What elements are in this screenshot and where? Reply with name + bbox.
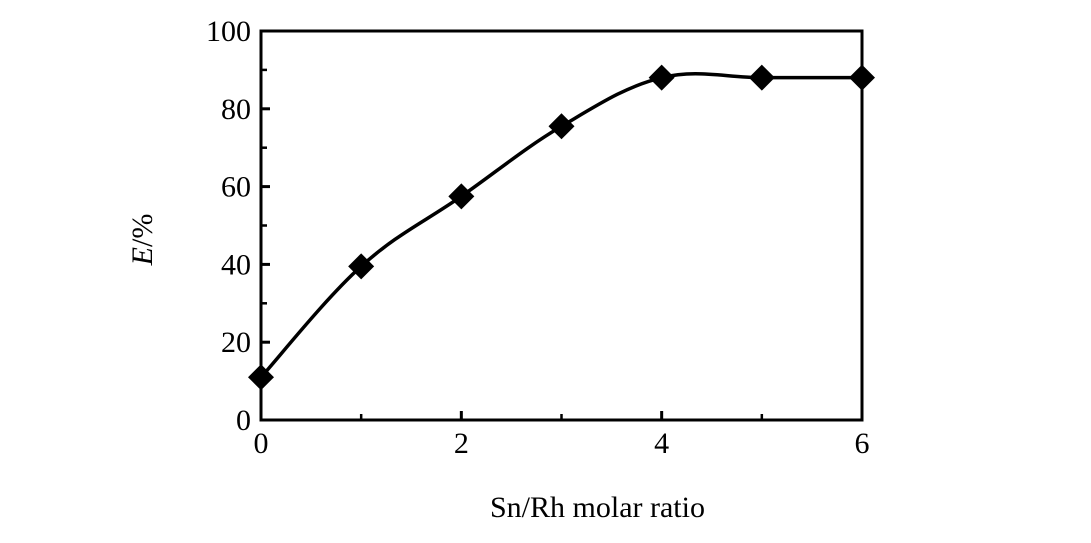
x-axis-label: Sn/Rh molar ratio [490, 491, 705, 524]
data-point-marker [548, 113, 575, 140]
data-point-marker [348, 253, 375, 280]
x-axis-ticks: 0 2 4 6 [254, 411, 870, 460]
y-tick-label: 100 [206, 15, 251, 48]
x-tick-label: 4 [654, 427, 669, 460]
y-tick-label: 60 [221, 171, 251, 204]
data-point-marker [849, 64, 875, 91]
y-axis-label-unit: /% [126, 214, 159, 247]
y-tick-label: 0 [236, 404, 251, 437]
x-tick-label: 6 [855, 427, 870, 460]
data-point-marker [448, 183, 475, 210]
y-tick-label: 80 [221, 93, 251, 126]
series-markers [248, 64, 875, 391]
y-tick-label: 20 [221, 326, 251, 359]
y-axis-label-symbol: E [126, 247, 159, 266]
plot-area: 0 2 4 6 0 20 40 60 80 100 [206, 15, 875, 460]
y-axis-ticks: 0 20 40 60 80 100 [206, 15, 270, 437]
data-point-marker [648, 64, 675, 91]
plot-frame [259, 29, 864, 422]
y-tick-label: 40 [221, 248, 251, 281]
data-point-marker [248, 364, 274, 391]
x-tick-label: 0 [254, 427, 269, 460]
x-tick-label: 2 [454, 427, 469, 460]
data-point-marker [748, 64, 775, 91]
y-axis-label: E/% [126, 214, 159, 267]
